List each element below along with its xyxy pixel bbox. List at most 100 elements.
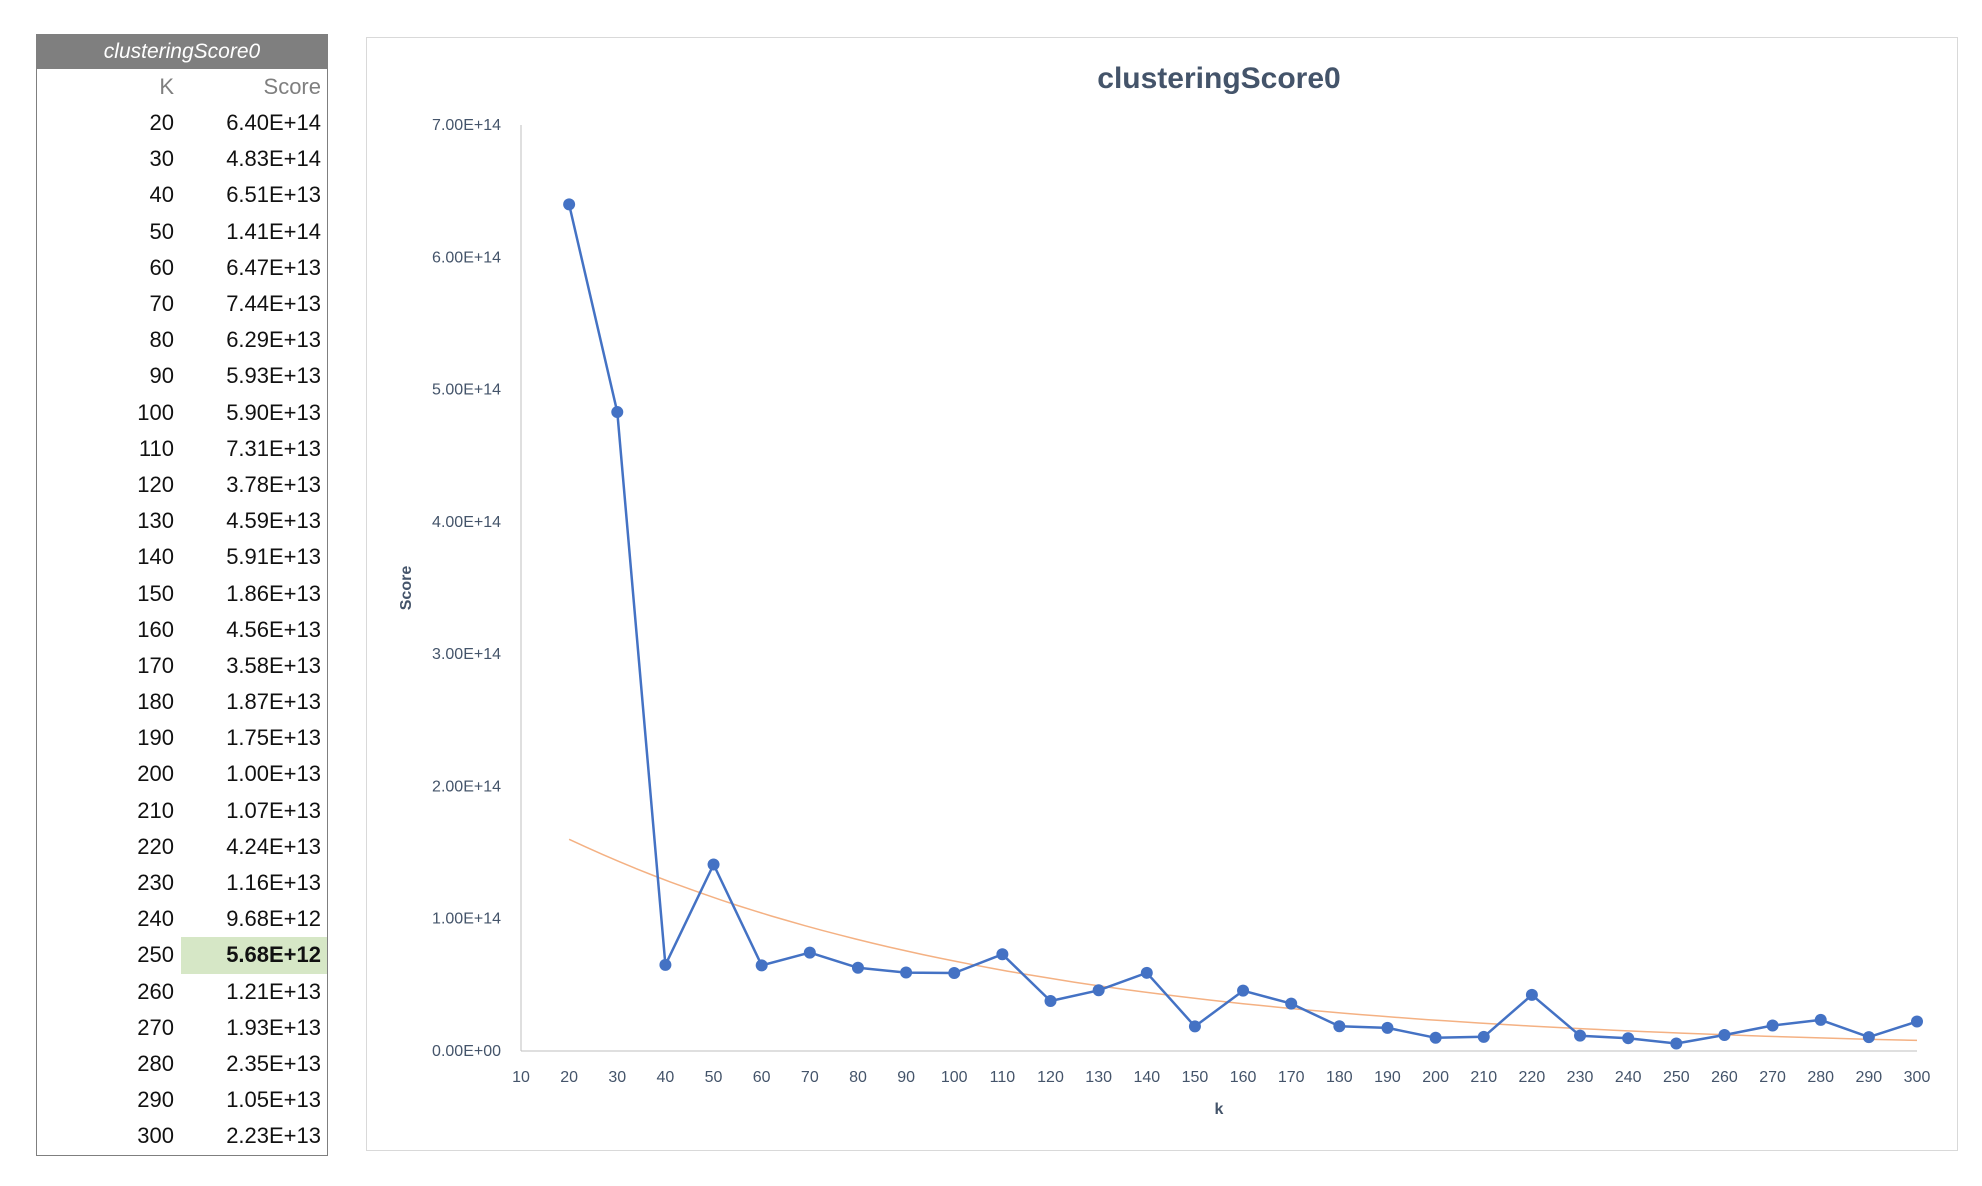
cell-k[interactable]: 260	[137, 978, 174, 1004]
data-point	[1814, 1013, 1827, 1026]
cell-k[interactable]: 30	[149, 146, 174, 172]
cell-score[interactable]: 1.86E+13	[226, 580, 321, 606]
table-row[interactable]: 260 1.21E+13	[37, 974, 327, 1010]
table-row[interactable]: 40 6.51E+13	[37, 177, 327, 213]
chart-area[interactable]: clusteringScore0 0.00E+00 1.00E+14 2.00E+14…	[366, 37, 1958, 1151]
table-row[interactable]: 110 7.31E+13	[37, 431, 327, 467]
cell-score[interactable]: 1.87E+13	[226, 689, 321, 715]
cell-score[interactable]: 1.41E+14	[226, 218, 321, 244]
cell-k[interactable]: 50	[149, 218, 174, 244]
x-tick-label: 180	[1326, 1069, 1353, 1086]
cell-score[interactable]: 5.91E+13	[226, 544, 321, 570]
y-tick-label: 7.00E+14	[432, 117, 501, 134]
table-row[interactable]: 240 9.68E+12	[37, 901, 327, 937]
cell-k[interactable]: 180	[137, 689, 174, 715]
cell-score[interactable]: 9.68E+12	[226, 906, 321, 932]
cell-score-highlighted[interactable]: 5.68E+12	[181, 937, 327, 974]
cell-score[interactable]: 5.93E+13	[226, 363, 321, 389]
table-row[interactable]: 280 2.35E+13	[37, 1046, 327, 1082]
table-row[interactable]: 20 6.40E+14	[37, 105, 327, 141]
cell-k[interactable]: 250	[137, 942, 174, 968]
table-row[interactable]: 120 3.78E+13	[37, 467, 327, 503]
cell-k[interactable]: 140	[137, 544, 174, 570]
cell-score[interactable]: 6.40E+14	[226, 110, 321, 136]
table-row[interactable]: 70 7.44E+13	[37, 286, 327, 322]
table-row[interactable]: 90 5.93E+13	[37, 358, 327, 394]
y-tick-label: 0.00E+00	[432, 1043, 501, 1060]
cell-score[interactable]: 1.75E+13	[226, 725, 321, 751]
cell-score[interactable]: 1.16E+13	[226, 870, 321, 896]
cell-k[interactable]: 210	[137, 797, 174, 823]
cell-k[interactable]: 90	[149, 363, 174, 389]
cell-score[interactable]: 3.58E+13	[226, 652, 321, 678]
cell-score[interactable]: 6.29E+13	[226, 327, 321, 353]
cell-score[interactable]: 4.59E+13	[226, 508, 321, 534]
cell-k[interactable]: 60	[149, 254, 174, 280]
x-tick-label: 210	[1470, 1069, 1497, 1086]
cell-score[interactable]: 4.56E+13	[226, 616, 321, 642]
table-row[interactable]: 270 1.93E+13	[37, 1010, 327, 1046]
table-row[interactable]: 200 1.00E+13	[37, 756, 327, 792]
cell-k[interactable]: 100	[137, 399, 174, 425]
table-row[interactable]: 80 6.29E+13	[37, 322, 327, 358]
cell-score[interactable]: 6.47E+13	[226, 254, 321, 280]
cell-k[interactable]: 170	[137, 652, 174, 678]
cell-score[interactable]: 2.35E+13	[226, 1050, 321, 1076]
data-point	[1766, 1019, 1779, 1032]
cell-score[interactable]: 1.05E+13	[226, 1087, 321, 1113]
cell-score[interactable]: 4.83E+14	[226, 146, 321, 172]
cell-score[interactable]: 2.23E+13	[226, 1123, 321, 1149]
cell-score[interactable]: 1.00E+13	[226, 761, 321, 787]
table-row[interactable]: 210 1.07E+13	[37, 793, 327, 829]
cell-k[interactable]: 270	[137, 1014, 174, 1040]
cell-k[interactable]: 80	[149, 327, 174, 353]
cell-k[interactable]: 200	[137, 761, 174, 787]
cell-k[interactable]: 130	[137, 508, 174, 534]
cell-score[interactable]: 7.44E+13	[226, 291, 321, 317]
table-row[interactable]: 190 1.75E+13	[37, 720, 327, 756]
table-row[interactable]: 250 5.68E+12	[37, 937, 327, 974]
cell-k[interactable]: 70	[149, 291, 174, 317]
table-row[interactable]: 100 5.90E+13	[37, 395, 327, 431]
table-header-row: K Score	[37, 69, 327, 105]
cell-k[interactable]: 40	[149, 182, 174, 208]
table-row[interactable]: 160 4.56E+13	[37, 612, 327, 648]
cell-score[interactable]: 3.78E+13	[226, 471, 321, 497]
cell-score[interactable]: 1.07E+13	[226, 797, 321, 823]
cell-score[interactable]: 1.93E+13	[226, 1014, 321, 1040]
cell-k[interactable]: 160	[137, 616, 174, 642]
header-score: Score	[263, 74, 321, 99]
table-row[interactable]: 150 1.86E+13	[37, 575, 327, 611]
table-row[interactable]: 130 4.59E+13	[37, 503, 327, 539]
table-row[interactable]: 50 1.41E+14	[37, 214, 327, 250]
table-row[interactable]: 180 1.87E+13	[37, 684, 327, 720]
cell-score[interactable]: 1.21E+13	[226, 978, 321, 1004]
cell-k[interactable]: 290	[137, 1087, 174, 1113]
cell-k[interactable]: 300	[137, 1123, 174, 1149]
cell-score[interactable]: 5.90E+13	[226, 399, 321, 425]
table-row[interactable]: 230 1.16E+13	[37, 865, 327, 901]
table-row[interactable]: 300 2.23E+13	[37, 1118, 327, 1154]
table-row[interactable]: 290 1.05E+13	[37, 1082, 327, 1118]
cell-k[interactable]: 220	[137, 833, 174, 859]
x-tick-label: 50	[705, 1069, 723, 1086]
cell-score[interactable]: 4.24E+13	[226, 833, 321, 859]
table-row[interactable]: 140 5.91E+13	[37, 539, 327, 575]
cell-k[interactable]: 110	[138, 435, 174, 461]
table-row[interactable]: 220 4.24E+13	[37, 829, 327, 865]
cell-k[interactable]: 230	[137, 870, 174, 896]
x-tick-label: 270	[1759, 1069, 1786, 1086]
cell-score[interactable]: 6.51E+13	[226, 182, 321, 208]
cell-score[interactable]: 7.31E+13	[226, 435, 321, 461]
table-row[interactable]: 30 4.83E+14	[37, 141, 327, 177]
cell-k[interactable]: 120	[137, 471, 174, 497]
cell-k[interactable]: 150	[137, 580, 174, 606]
cell-k[interactable]: 20	[149, 110, 174, 136]
cell-k[interactable]: 190	[137, 725, 174, 751]
table-row[interactable]: 60 6.47E+13	[37, 250, 327, 286]
cell-k[interactable]: 280	[137, 1050, 174, 1076]
cell-k[interactable]: 240	[137, 906, 174, 932]
table-row[interactable]: 170 3.58E+13	[37, 648, 327, 684]
y-tick-label: 2.00E+14	[432, 778, 501, 795]
x-tick-label: 20	[560, 1069, 578, 1086]
